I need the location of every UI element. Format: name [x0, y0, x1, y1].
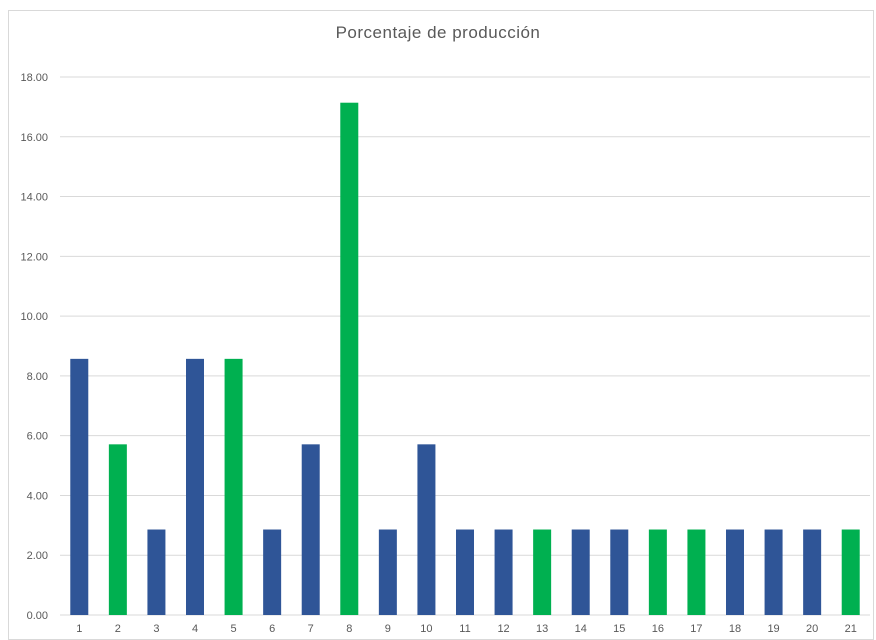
- x-tick-label: 20: [806, 623, 818, 632]
- y-tick-label: 12.00: [20, 251, 48, 263]
- bar-2: [108, 444, 127, 615]
- bar-10: [417, 444, 436, 615]
- bar-9: [378, 529, 397, 615]
- x-tick-label: 14: [575, 623, 587, 632]
- bar-15: [610, 529, 629, 615]
- y-tick-label: 0.00: [27, 610, 48, 622]
- x-tick-label: 12: [497, 623, 509, 632]
- bar-14: [571, 529, 590, 615]
- bar-16: [648, 529, 667, 615]
- x-tick-label: 7: [308, 623, 314, 632]
- bar-8: [340, 102, 359, 615]
- x-tick-label: 17: [690, 623, 702, 632]
- y-tick-label: 2.00: [27, 550, 48, 562]
- y-tick-label: 16.00: [20, 132, 48, 144]
- x-tick-label: 8: [346, 623, 352, 632]
- bars: [70, 102, 860, 615]
- bar-6: [263, 529, 282, 615]
- x-tick-label: 13: [536, 623, 548, 632]
- x-tick-label: 16: [652, 623, 664, 632]
- bar-7: [301, 444, 320, 615]
- x-tick-label: 11: [459, 623, 470, 632]
- bar-18: [726, 529, 744, 615]
- x-tick-label: 1: [76, 623, 82, 632]
- x-tick-label: 4: [192, 623, 198, 632]
- y-tick-label: 18.00: [20, 72, 48, 84]
- x-tick-label: 15: [613, 623, 625, 632]
- bar-1: [70, 358, 89, 615]
- y-tick-label: 8.00: [27, 371, 48, 383]
- bar-20: [803, 529, 822, 615]
- bar-11: [456, 529, 474, 615]
- chart-title: Porcentaje de producción: [335, 23, 541, 42]
- x-tick-label: 6: [269, 623, 275, 632]
- x-tick-label: 9: [385, 623, 391, 632]
- x-tick-label: 21: [845, 623, 857, 632]
- bar-17: [687, 529, 706, 615]
- y-axis-tick-labels: 0.00 2.00 4.00 6.00 8.00 10.00 12.00 14.00 16.00…: [20, 72, 48, 622]
- bar-3: [147, 529, 166, 615]
- x-tick-label: 2: [115, 623, 121, 632]
- x-tick-label: 18: [729, 623, 741, 632]
- x-tick-label: 19: [767, 623, 779, 632]
- bar-13: [533, 529, 552, 615]
- x-tick-label: 5: [231, 623, 237, 632]
- bar-4: [186, 358, 204, 615]
- y-tick-label: 4.00: [27, 490, 48, 502]
- bar-5: [224, 358, 243, 615]
- y-tick-label: 14.00: [20, 192, 48, 204]
- y-tick-label: 10.00: [20, 311, 48, 323]
- x-tick-label: 10: [420, 623, 432, 632]
- x-axis-tick-labels: 1 2 3 4 5 6 7 8 9 10 11 12 13 14 15 16 17 18 19 20 21: [76, 623, 857, 632]
- bar-12: [494, 529, 513, 615]
- x-tick-label: 3: [153, 623, 159, 632]
- bar-21: [841, 529, 860, 615]
- bar-19: [764, 529, 783, 615]
- y-tick-label: 6.00: [27, 431, 48, 443]
